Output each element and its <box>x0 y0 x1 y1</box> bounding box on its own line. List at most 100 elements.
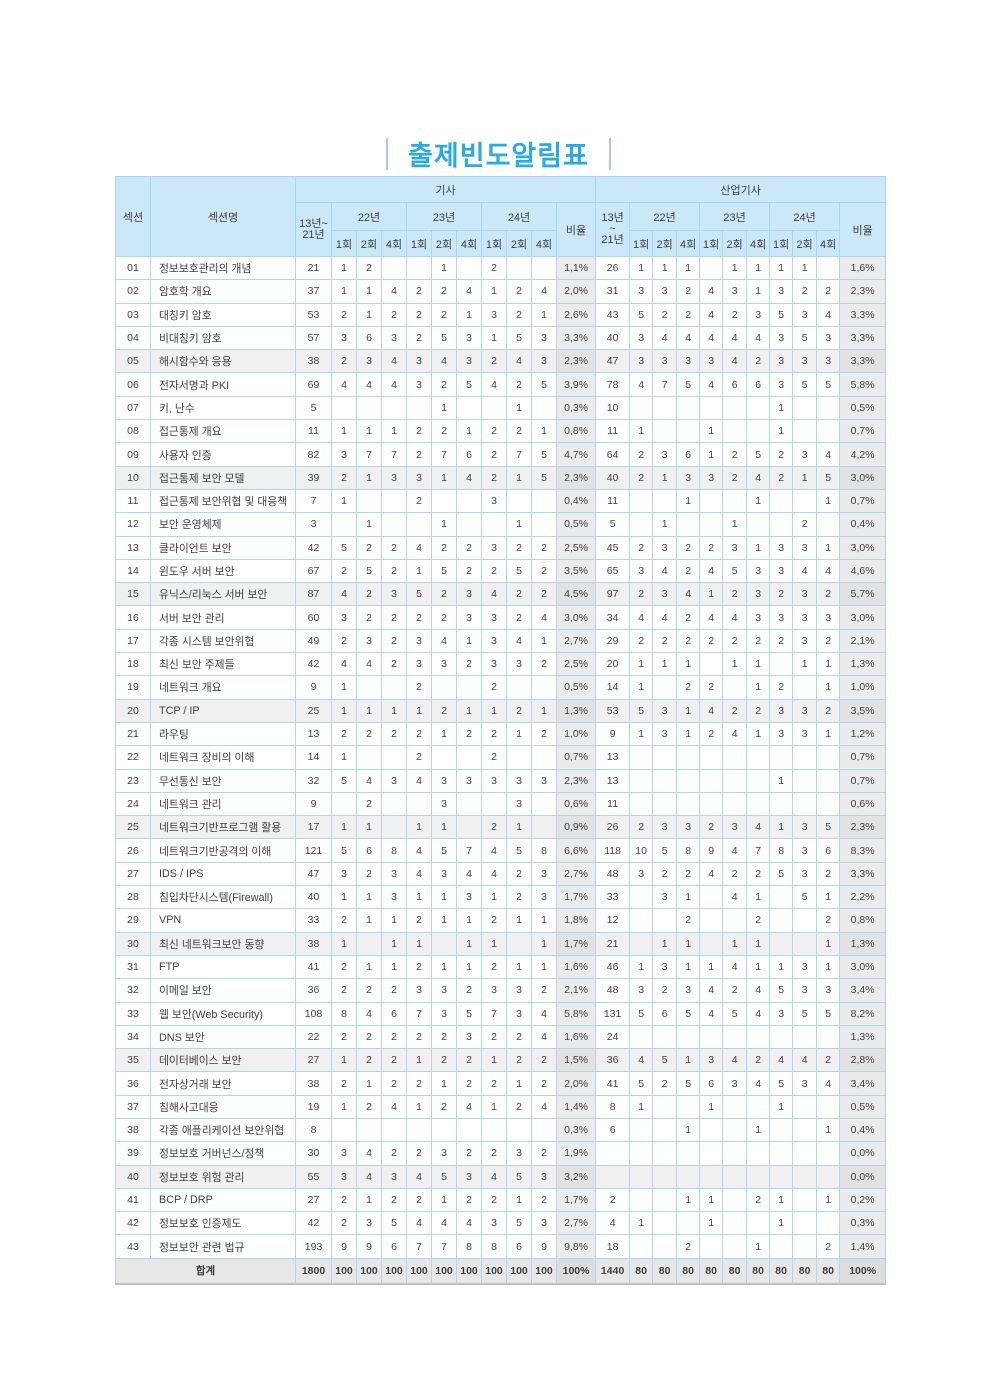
saneop-count-cell: 1 <box>792 652 818 677</box>
saneop-count-cell: 3 <box>676 978 701 1003</box>
table-row: 17 각종 시스템 보안위협 49 2 3 2 3 4 1 3 4 1 2,7% 29 2 2 2 2 2 2 2 3 2 2… <box>115 628 887 654</box>
saneop-count-cell: 2 <box>629 442 654 467</box>
saneop-count-cell: 1 <box>652 255 678 281</box>
saneop-count-cell: 1 <box>816 721 841 747</box>
saneop-count-cell <box>746 768 771 793</box>
saneop-count-cell: 1 <box>699 954 724 980</box>
saneop-count-cell: 3 <box>769 558 794 584</box>
gisa-count-cell: 3 <box>331 861 357 887</box>
saneop-count-cell: 5 <box>652 838 678 863</box>
gisa-count-cell: 4 <box>481 372 507 397</box>
gisa-total-cell: 37 <box>295 279 332 304</box>
gisa-ratio-cell: 9,8% <box>555 1234 597 1259</box>
gisa-count-cell: 3 <box>481 628 507 654</box>
saneop-count-cell <box>816 1211 841 1236</box>
saneop-count-cell <box>699 908 724 933</box>
saneop-count-cell: 2 <box>769 675 794 700</box>
saneop-count-cell: 3 <box>676 465 701 490</box>
saneop-count-cell <box>792 768 818 793</box>
saneop-count-cell: 4 <box>629 605 654 630</box>
saneop-total-cell: 2 <box>595 1187 631 1213</box>
saneop-count-cell: 80 <box>652 1257 678 1285</box>
gisa-count-cell: 3 <box>431 861 457 887</box>
saneop-count-cell <box>652 1094 678 1119</box>
saneop-ratio-cell: 3,0% <box>839 605 887 630</box>
gisa-count-cell: 100 <box>381 1257 407 1285</box>
section-name-cell: 네트워크 장비의 이해 <box>150 745 296 770</box>
gisa-count-cell: 2 <box>481 1071 507 1096</box>
saneop-ratio-cell: 8,2% <box>839 1001 887 1026</box>
saneop-count-cell <box>699 1117 724 1143</box>
section-name-cell: BCP / DRP <box>150 1187 296 1213</box>
saneop-total-cell: 64 <box>595 442 631 467</box>
row-number-cell: 26 <box>115 838 151 863</box>
saneop-count-cell: 2 <box>769 465 794 490</box>
saneop-count-cell: 4 <box>652 558 678 584</box>
gisa-count-cell: 6 <box>356 838 382 863</box>
saneop-count-cell <box>676 791 701 817</box>
saneop-count-cell: 5 <box>792 885 818 910</box>
saneop-count-cell: 1 <box>676 1187 701 1213</box>
saneop-count-cell: 4 <box>699 325 724 351</box>
saneop-count-cell: 3 <box>722 279 748 304</box>
saneop-total-cell: 12 <box>595 908 631 933</box>
table-row: 42 정보보호 인증제도 42 2 3 5 4 4 4 3 5 3 2,7% 4 1 1 1 0,3% <box>115 1211 887 1236</box>
saneop-count-cell <box>746 1141 771 1166</box>
saneop-count-cell: 3 <box>769 372 794 397</box>
saneop-total-cell: 45 <box>595 535 631 560</box>
gisa-count-cell: 1 <box>431 721 457 747</box>
saneop-count-cell: 3 <box>792 628 818 654</box>
saneop-ratio-cell: 4,2% <box>839 442 887 467</box>
gisa-ratio-cell: 2,6% <box>555 302 597 327</box>
gisa-count-cell <box>381 512 407 537</box>
gisa-count-cell <box>531 1117 557 1143</box>
saneop-count-cell <box>769 908 794 933</box>
gisa-count-cell: 4 <box>456 1211 482 1236</box>
saneop-count-cell: 4 <box>792 558 818 584</box>
saneop-count-cell: 1 <box>722 512 748 537</box>
saneop-count-cell: 1 <box>699 582 724 607</box>
saneop-count-cell <box>699 1141 724 1166</box>
saneop-count-cell: 1 <box>676 1117 701 1143</box>
gisa-count-cell: 100 <box>356 1257 382 1285</box>
gisa-ratio-cell: 2,5% <box>555 652 597 677</box>
gisa-count-cell: 2 <box>531 535 557 560</box>
saneop-count-cell: 5 <box>816 372 841 397</box>
gisa-count-cell: 3 <box>381 861 407 887</box>
saneop-count-cell <box>769 1024 794 1050</box>
gisa-count-cell: 1 <box>381 698 407 723</box>
table-row: 10 접근통제 보안 모델 39 2 1 3 3 1 4 2 1 5 2,3% 40 2 1 3 3 2 4 2 1 5 3,… <box>115 465 887 490</box>
saneop-count-cell: 3 <box>652 698 678 723</box>
saneop-count-cell: 80 <box>792 1257 818 1285</box>
saneop-total-cell: 4 <box>595 1211 631 1236</box>
saneop-count-cell: 5 <box>816 465 841 490</box>
saneop-count-cell: 3 <box>769 605 794 630</box>
gisa-total-cell: 27 <box>295 1187 332 1213</box>
saneop-count-cell <box>746 395 771 421</box>
saneop-total-cell: 1440 <box>595 1257 631 1285</box>
saneop-count-cell: 3 <box>816 605 841 630</box>
gisa-count-cell: 1 <box>531 698 557 723</box>
gisa-count-cell: 4 <box>456 1094 482 1119</box>
saneop-count-cell: 2 <box>792 512 818 537</box>
gisa-count-cell: 7 <box>431 442 457 467</box>
gisa-count-cell <box>456 488 482 514</box>
saneop-count-cell: 2 <box>746 1187 771 1213</box>
gisa-count-cell: 3 <box>431 768 457 793</box>
saneop-count-cell: 1 <box>676 931 701 956</box>
header-saneop-years-13-21: 13년 ~ 21년 <box>595 202 631 257</box>
gisa-count-cell: 3 <box>431 791 457 817</box>
saneop-count-cell <box>676 512 701 537</box>
gisa-count-cell: 2 <box>456 1141 482 1166</box>
saneop-count-cell: 3 <box>792 535 818 560</box>
gisa-count-cell: 4 <box>406 861 432 887</box>
saneop-count-cell: 3 <box>769 349 794 374</box>
saneop-count-cell <box>792 1024 818 1050</box>
section-name-cell: 무선통신 보안 <box>150 768 296 793</box>
saneop-count-cell: 3 <box>769 535 794 560</box>
saneop-count-cell: 5 <box>722 558 748 584</box>
gisa-count-cell <box>356 1117 382 1143</box>
gisa-count-cell: 4 <box>431 1211 457 1236</box>
saneop-count-cell <box>629 1141 654 1166</box>
